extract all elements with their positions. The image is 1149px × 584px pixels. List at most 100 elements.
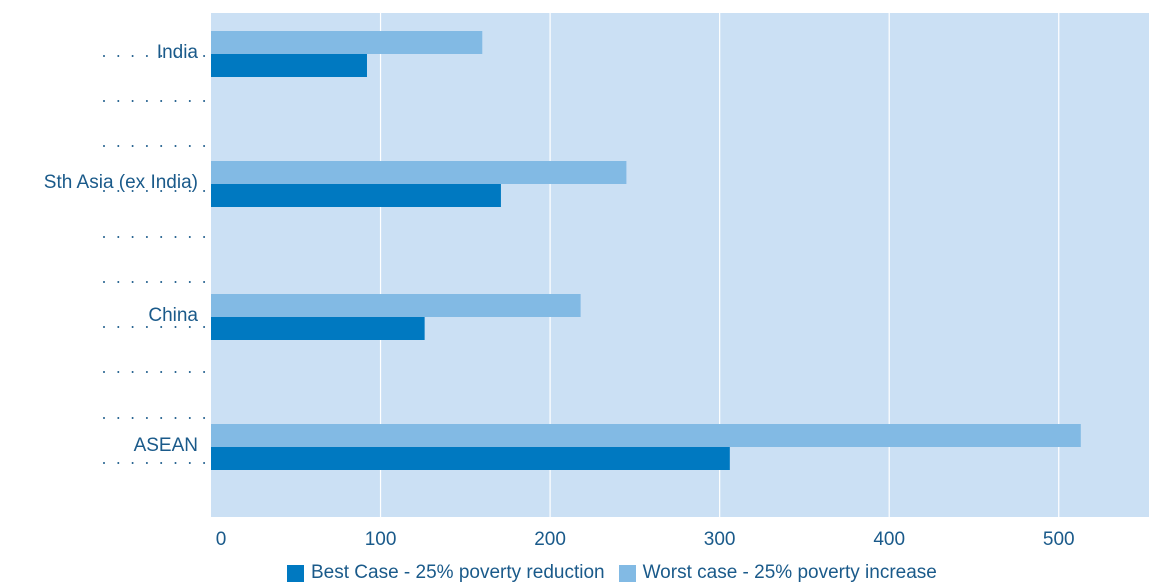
leader-dot bbox=[103, 417, 105, 419]
x-tick-label: 0 bbox=[216, 529, 227, 550]
leader-dot bbox=[188, 371, 191, 373]
leader-dot bbox=[117, 100, 120, 102]
leader-dot bbox=[145, 190, 148, 192]
leader-dot bbox=[174, 190, 177, 192]
leader-dot bbox=[160, 371, 163, 373]
x-tick-label: 300 bbox=[704, 529, 736, 550]
x-tick-label: 400 bbox=[873, 529, 905, 550]
leader-dot bbox=[103, 326, 105, 328]
leader-dot bbox=[188, 100, 191, 102]
leader-dot bbox=[188, 190, 191, 192]
leader-dot bbox=[160, 326, 163, 328]
leader-dot bbox=[203, 326, 206, 328]
leader-dot bbox=[131, 326, 134, 328]
leader-dot bbox=[131, 462, 134, 464]
leader-dot bbox=[117, 417, 120, 419]
leader-dot bbox=[131, 145, 134, 147]
leader-dot bbox=[160, 417, 163, 419]
leader-dot bbox=[145, 100, 148, 102]
leader-dot bbox=[103, 55, 105, 57]
legend-item-worst-case: Worst case - 25% poverty increase bbox=[618, 562, 937, 584]
leader-dot bbox=[160, 462, 163, 464]
leader-dot bbox=[160, 236, 163, 238]
bar-chart: India Sth Asia (ex India) China ASEAN 0 100 2… bbox=[44, 13, 1149, 550]
leader-dot bbox=[188, 281, 191, 283]
leader-dot bbox=[145, 417, 148, 419]
leader-dot bbox=[203, 55, 206, 57]
category-label: Sth Asia (ex India) bbox=[44, 172, 198, 193]
category-labels: India Sth Asia (ex India) China ASEAN bbox=[44, 42, 199, 456]
leader-dot bbox=[203, 100, 206, 102]
leader-dot bbox=[103, 145, 105, 147]
leader-dot bbox=[117, 326, 120, 328]
leader-dot bbox=[117, 55, 120, 57]
leader-dot bbox=[174, 145, 177, 147]
legend-label-best-case: Best Case - 25% poverty reduction bbox=[311, 562, 605, 583]
leader-dot bbox=[103, 100, 105, 102]
leader-dot bbox=[103, 190, 105, 192]
leader-dot bbox=[203, 462, 206, 464]
category-label: India bbox=[157, 42, 199, 63]
leader-dot bbox=[117, 281, 120, 283]
legend-label-worst-case: Worst case - 25% poverty increase bbox=[642, 562, 937, 583]
leader-dot bbox=[174, 281, 177, 283]
bar-best-case bbox=[211, 447, 730, 470]
leader-dot bbox=[188, 145, 191, 147]
leader-dot bbox=[145, 371, 148, 373]
leader-dot bbox=[117, 190, 120, 192]
category-label: China bbox=[148, 305, 198, 326]
bars bbox=[211, 31, 1081, 470]
leader-dot bbox=[174, 55, 177, 57]
leader-dot bbox=[145, 281, 148, 283]
leader-dot bbox=[160, 145, 163, 147]
leader-dot bbox=[131, 55, 134, 57]
leader-dot bbox=[117, 462, 120, 464]
bar-best-case bbox=[211, 184, 501, 207]
leader-dot bbox=[160, 281, 163, 283]
leader-dot bbox=[131, 100, 134, 102]
leader-dot bbox=[131, 371, 134, 373]
bar-worst-case bbox=[211, 31, 483, 54]
leader-dot bbox=[103, 281, 105, 283]
leader-dot bbox=[174, 417, 177, 419]
leader-dot bbox=[174, 236, 177, 238]
legend: Best Case - 25% poverty reduction Worst … bbox=[287, 562, 951, 584]
leader-dot bbox=[160, 100, 163, 102]
leader-dot bbox=[131, 236, 134, 238]
leader-dot bbox=[131, 281, 134, 283]
leader-dot bbox=[188, 462, 191, 464]
legend-swatch-best-case bbox=[287, 564, 304, 582]
x-tick-label: 100 bbox=[365, 529, 397, 550]
leader-dot bbox=[174, 100, 177, 102]
leader-dot bbox=[188, 55, 191, 57]
legend-item-best-case: Best Case - 25% poverty reduction bbox=[287, 562, 605, 584]
bar-best-case bbox=[211, 54, 367, 77]
leader-dot bbox=[203, 371, 206, 373]
bar-best-case bbox=[211, 317, 425, 340]
leader-dot bbox=[117, 236, 120, 238]
x-tick-label: 500 bbox=[1043, 529, 1075, 550]
leader-dot bbox=[203, 281, 206, 283]
leader-dot bbox=[174, 462, 177, 464]
category-label: ASEAN bbox=[134, 435, 198, 456]
leader-dot bbox=[188, 326, 191, 328]
bar-worst-case bbox=[211, 424, 1081, 447]
leader-dot bbox=[131, 190, 134, 192]
leader-dot bbox=[103, 462, 105, 464]
leader-dot bbox=[203, 236, 206, 238]
bar-worst-case bbox=[211, 161, 627, 184]
leader-dot bbox=[145, 326, 148, 328]
leader-dot bbox=[131, 417, 134, 419]
leader-dot bbox=[188, 236, 191, 238]
category-leader-dots bbox=[103, 55, 206, 464]
bar-worst-case bbox=[211, 294, 581, 317]
leader-dot bbox=[160, 190, 163, 192]
leader-dot bbox=[103, 371, 105, 373]
leader-dot bbox=[145, 462, 148, 464]
leader-dot bbox=[145, 145, 148, 147]
leader-dot bbox=[203, 145, 206, 147]
leader-dot bbox=[103, 236, 105, 238]
leader-dot bbox=[117, 371, 120, 373]
leader-dot bbox=[203, 417, 206, 419]
leader-dot bbox=[174, 371, 177, 373]
